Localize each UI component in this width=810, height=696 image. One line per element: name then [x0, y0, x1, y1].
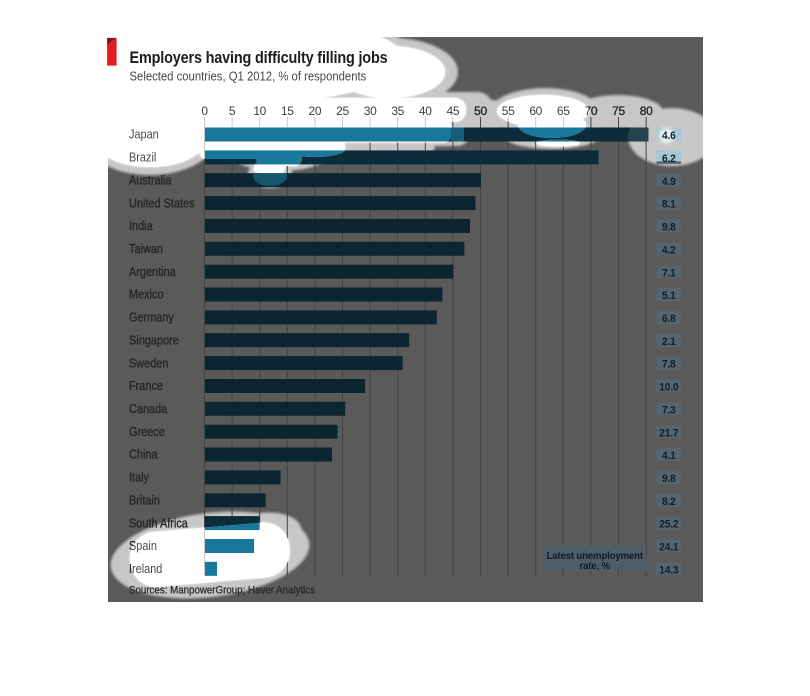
svg-text:France: France [129, 378, 163, 393]
svg-text:14.3: 14.3 [659, 564, 678, 577]
svg-text:35: 35 [391, 104, 404, 118]
svg-text:10: 10 [253, 104, 266, 118]
svg-text:10.0: 10.0 [659, 381, 678, 394]
svg-text:Sweden: Sweden [129, 355, 168, 370]
svg-text:Employers having difficulty fi: Employers having difficulty filling jobs [130, 49, 388, 67]
svg-text:6.8: 6.8 [662, 313, 676, 326]
svg-text:Mexico: Mexico [129, 287, 164, 302]
svg-text:Australia: Australia [129, 172, 172, 187]
svg-text:Ireland: Ireland [129, 561, 162, 576]
svg-text:Japan: Japan [129, 127, 159, 142]
svg-text:80: 80 [640, 104, 653, 118]
svg-text:7.8: 7.8 [662, 358, 676, 371]
svg-text:4.1: 4.1 [662, 450, 676, 463]
svg-text:South Africa: South Africa [129, 515, 188, 530]
svg-text:8.1: 8.1 [662, 198, 676, 211]
svg-text:24.1: 24.1 [659, 541, 678, 554]
svg-text:75: 75 [612, 104, 625, 118]
svg-text:30: 30 [364, 104, 377, 118]
svg-text:4.6: 4.6 [662, 130, 676, 143]
svg-text:45: 45 [447, 104, 460, 118]
svg-text:7.3: 7.3 [662, 404, 676, 417]
svg-text:25.2: 25.2 [659, 518, 678, 531]
svg-text:United States: United States [129, 195, 195, 210]
svg-text:50: 50 [474, 104, 487, 118]
svg-text:25: 25 [336, 104, 349, 118]
svg-text:Argentina: Argentina [129, 264, 176, 279]
svg-text:Selected countries, Q1 2012, %: Selected countries, Q1 2012, % of respon… [130, 69, 367, 84]
svg-text:6.2: 6.2 [662, 153, 676, 166]
svg-text:70: 70 [585, 104, 598, 118]
svg-text:70: 70 [585, 104, 598, 118]
svg-text:India: India [129, 218, 153, 233]
svg-text:2.1: 2.1 [662, 335, 676, 348]
svg-text:5.1: 5.1 [662, 290, 676, 303]
svg-text:China: China [129, 447, 158, 462]
svg-text:9.8: 9.8 [662, 473, 676, 486]
svg-text:20: 20 [309, 104, 322, 118]
svg-text:Singapore: Singapore [129, 332, 179, 347]
svg-text:4.2: 4.2 [662, 244, 676, 257]
svg-text:Germany: Germany [129, 310, 174, 325]
svg-text:21.7: 21.7 [659, 427, 678, 440]
svg-text:Brazil: Brazil [129, 150, 156, 165]
svg-text:0: 0 [201, 104, 208, 118]
svg-text:15: 15 [281, 104, 294, 118]
svg-text:Latest unemployment: Latest unemployment [547, 551, 644, 562]
svg-text:60: 60 [529, 104, 542, 118]
svg-text:55: 55 [502, 104, 515, 118]
svg-text:Greece: Greece [129, 424, 165, 439]
svg-text:rate, %: rate, % [580, 561, 611, 572]
svg-text:40: 40 [419, 104, 432, 118]
svg-text:65: 65 [557, 104, 570, 118]
svg-text:Taiwan: Taiwan [129, 241, 163, 256]
svg-text:5: 5 [229, 104, 236, 118]
svg-text:Canada: Canada [129, 401, 168, 416]
svg-text:8.2: 8.2 [662, 495, 676, 508]
svg-text:Sources: ManpowerGroup; Haver: Sources: ManpowerGroup; Haver Analytics [129, 585, 315, 597]
svg-text:Italy: Italy [129, 470, 149, 485]
svg-text:Britain: Britain [129, 493, 160, 508]
svg-text:Spain: Spain [129, 538, 157, 553]
svg-text:7.1: 7.1 [662, 267, 676, 280]
svg-text:4.9: 4.9 [662, 175, 676, 188]
svg-text:9.8: 9.8 [662, 221, 676, 234]
